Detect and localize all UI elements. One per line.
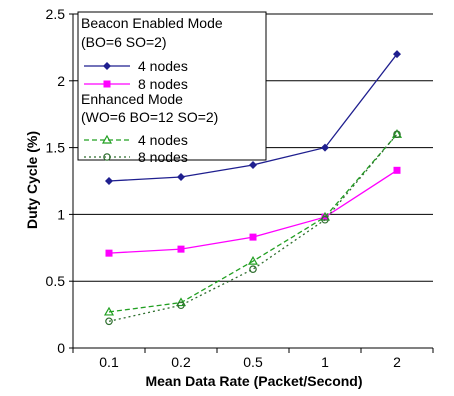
legend-entry: 8 nodes: [84, 149, 188, 165]
legend-swatch-marker: [103, 80, 111, 88]
series-line: [108, 133, 398, 313]
data-point: [393, 166, 401, 174]
x-axis-title: Mean Data Rate (Packet/Second): [145, 373, 362, 389]
data-point: [321, 215, 329, 224]
y-axis-title: Duty Cycle (%): [24, 131, 40, 229]
data-point: [249, 233, 257, 241]
data-point: [103, 306, 115, 316]
data-point: [321, 143, 329, 152]
x-tick-label: 0.1: [99, 354, 119, 370]
data-point: [105, 249, 113, 257]
legend-group-heading: Beacon Enabled Mode: [81, 15, 223, 31]
data-point: [247, 255, 259, 265]
x-tick-labels: 0.1 0.2 0.5 1 2: [99, 354, 401, 370]
data-point: [393, 50, 401, 59]
legend-entry: 4 nodes: [84, 58, 188, 74]
x-tick-label: 1: [321, 354, 329, 370]
axes: [69, 13, 434, 353]
data-point: [249, 160, 257, 169]
data-point: [177, 172, 185, 181]
legend-group-subheading: (WO=6 BO=12 SO=2): [81, 109, 218, 125]
legend-swatch-marker: [101, 134, 113, 144]
legend-label: 8 nodes: [138, 149, 188, 165]
data-point: [105, 317, 113, 326]
series-0: [105, 50, 401, 185]
y-tick-label: 2: [57, 73, 65, 89]
series-3: [105, 130, 401, 326]
y-tick-label: 0.5: [46, 273, 66, 289]
data-point: [249, 265, 257, 273]
legend-box: [77, 11, 267, 161]
data-point: [177, 245, 185, 253]
legend-label: 4 nodes: [138, 58, 188, 74]
y-tick-label: 0: [57, 340, 65, 356]
x-tick-label: 2: [393, 354, 401, 370]
y-tick-labels: 0 0.5 1 1.5 2 2.5: [46, 6, 66, 356]
legend-label: 8 nodes: [138, 76, 188, 92]
y-tick-label: 1.5: [46, 140, 66, 156]
y-tick-label: 1: [57, 206, 65, 222]
legend-entry: 8 nodes: [84, 76, 188, 92]
data-point: [393, 130, 401, 139]
legend-swatch-marker: [103, 62, 111, 70]
data-point: [105, 177, 113, 185]
series-line: [108, 169, 398, 254]
legend-label: 4 nodes: [138, 132, 188, 148]
legend-group-subheading: (BO=6 SO=2): [81, 34, 167, 50]
legend-group-heading: Enhanced Mode: [81, 91, 183, 107]
legend: Beacon Enabled Mode (BO=6 SO=2) Enhanced…: [77, 11, 267, 165]
x-tick-label: 0.2: [171, 354, 191, 370]
y-tick-label: 2.5: [46, 6, 66, 22]
x-tick-label: 0.5: [243, 354, 263, 370]
data-point: [177, 301, 185, 310]
legend-entry: 4 nodes: [84, 132, 188, 148]
legend-swatch-marker: [103, 153, 111, 161]
series-group: [103, 50, 403, 326]
